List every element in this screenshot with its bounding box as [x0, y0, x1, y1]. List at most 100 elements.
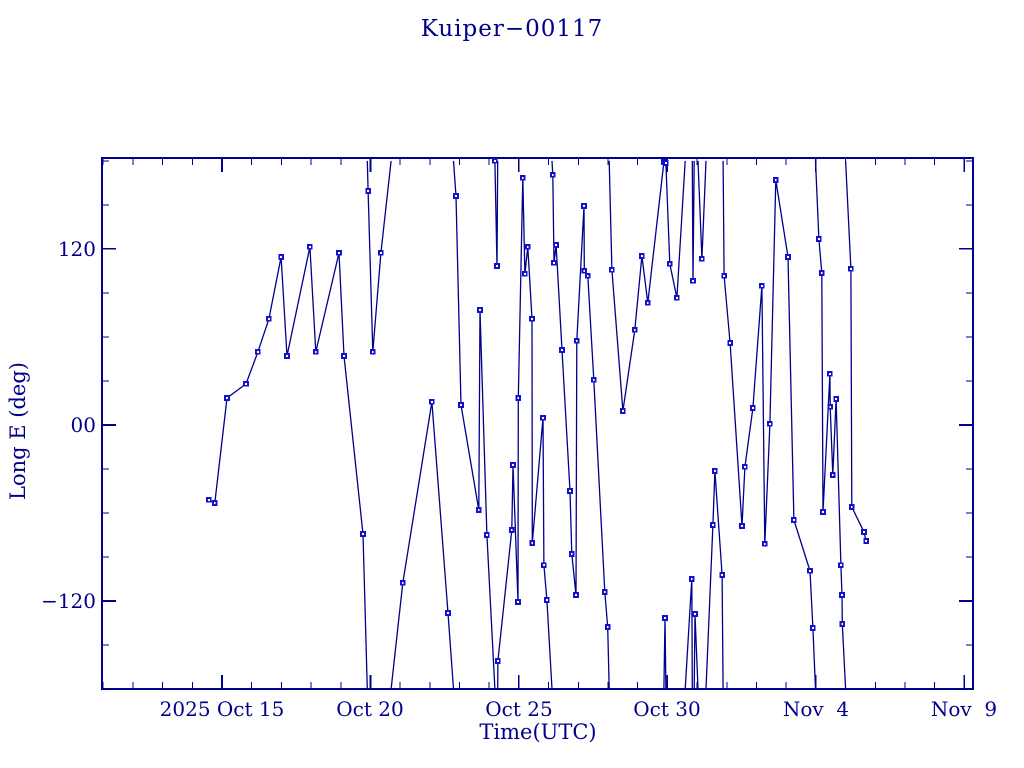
- data-point-marker-center: [633, 329, 636, 331]
- data-point-marker-center: [208, 499, 210, 501]
- data-point-marker-center: [551, 174, 554, 176]
- data-point-marker-center: [603, 591, 606, 593]
- data-point-marker-center: [622, 410, 624, 412]
- data-point-marker-center: [850, 506, 853, 508]
- data-point-marker-center: [286, 355, 288, 357]
- data-point-marker-center: [714, 470, 716, 472]
- y-tick-label: −120: [41, 589, 96, 613]
- data-point-marker-center: [741, 525, 743, 527]
- x-axis-title: Time(UTC): [479, 720, 597, 744]
- data-point-marker-center: [721, 574, 723, 576]
- data-point-marker-center: [494, 160, 496, 162]
- data-line: [684, 578, 693, 690]
- data-point-marker-center: [729, 342, 731, 344]
- data-point-marker-center: [226, 397, 228, 399]
- data-point-marker-center: [692, 280, 694, 282]
- data-point-marker-center: [569, 490, 571, 492]
- data-point-marker-center: [521, 177, 524, 179]
- data-point-marker-center: [787, 256, 789, 258]
- x-tick-label: 2025 Oct 15: [159, 697, 285, 721]
- data-point-marker-center: [831, 474, 834, 476]
- data-point-marker-center: [380, 252, 382, 254]
- data-line: [691, 160, 695, 281]
- data-point-marker-center: [723, 275, 725, 277]
- data-point-marker-center: [510, 529, 513, 531]
- x-tick-label: Oct 30: [633, 697, 701, 721]
- data-point-marker-center: [542, 417, 544, 419]
- data-point-marker-center: [752, 407, 754, 409]
- data-point-marker-center: [546, 599, 548, 601]
- data-point-marker-center: [526, 246, 529, 248]
- data-point-marker-center: [761, 285, 763, 287]
- data-point-marker-center: [314, 351, 317, 353]
- data-point-marker-center: [646, 302, 649, 304]
- data-point-marker-center: [690, 578, 693, 580]
- data-point-marker-center: [668, 263, 671, 265]
- data-point-marker-center: [524, 273, 526, 275]
- data-point-marker-center: [840, 564, 842, 566]
- data-point-marker-center: [850, 268, 852, 270]
- data-point-marker-center: [586, 275, 589, 277]
- data-point-marker-center: [486, 534, 488, 536]
- data-point-marker-center: [553, 262, 555, 264]
- data-point-marker-center: [531, 318, 533, 320]
- data-line: [208, 246, 368, 690]
- data-point-marker-center: [763, 543, 766, 545]
- data-point-marker-center: [447, 612, 449, 614]
- data-line: [697, 160, 707, 259]
- data-line: [814, 160, 847, 690]
- data-point-marker-center: [820, 272, 823, 274]
- data-point-marker-center: [841, 594, 843, 596]
- data-point-marker-center: [664, 617, 666, 619]
- data-point-marker-center: [517, 397, 520, 399]
- data-line: [663, 617, 667, 690]
- x-tick-label: Nov 4: [782, 697, 850, 721]
- y-tick-label: 00: [70, 413, 96, 437]
- data-point-marker-center: [829, 406, 832, 408]
- data-point-marker-center: [343, 355, 345, 357]
- data-point-marker-center: [818, 238, 820, 240]
- data-point-marker-center: [362, 533, 364, 535]
- data-point-marker-center: [641, 255, 643, 257]
- chart-title: Kuiper−00117: [420, 16, 604, 42]
- data-point-marker-center: [531, 542, 534, 544]
- data-point-marker-center: [812, 627, 814, 629]
- data-point-marker-center: [497, 660, 499, 662]
- data-point-marker-center: [611, 269, 613, 271]
- data-point-marker-center: [280, 256, 282, 258]
- data-point-marker-center: [367, 190, 369, 192]
- data-point-marker-center: [455, 195, 457, 197]
- data-line: [693, 613, 699, 690]
- x-tick-label: Nov 9: [930, 697, 998, 721]
- data-point-marker-center: [676, 297, 678, 299]
- data-point-marker-center: [592, 379, 595, 381]
- data-line: [705, 470, 724, 690]
- data-line: [551, 160, 610, 690]
- data-point-marker-center: [517, 601, 519, 603]
- data-line: [452, 160, 496, 690]
- data-line: [844, 160, 867, 542]
- x-tick-label: Oct 20: [336, 697, 404, 721]
- data-point-marker-center: [744, 466, 746, 468]
- data-line: [665, 160, 686, 299]
- data-point-marker-center: [561, 349, 563, 351]
- data-point-marker-center: [371, 351, 374, 353]
- data-point-marker-center: [822, 511, 824, 513]
- data-point-marker-center: [496, 265, 498, 267]
- data-line: [497, 177, 553, 690]
- data-point-marker-center: [575, 594, 577, 596]
- data-point-marker-center: [701, 258, 703, 260]
- data-point-marker-center: [477, 509, 480, 511]
- data-point-marker-center: [213, 502, 216, 504]
- data-line: [494, 160, 499, 267]
- data-point-marker-center: [245, 383, 247, 385]
- data-point-marker-center: [570, 553, 573, 555]
- y-tick-label: 120: [57, 237, 96, 261]
- data-point-marker-center: [829, 373, 831, 375]
- x-tick-label: Oct 25: [485, 697, 553, 721]
- data-point-marker-center: [809, 570, 811, 572]
- data-point-marker-center: [257, 351, 259, 353]
- data-point-marker-center: [555, 244, 557, 246]
